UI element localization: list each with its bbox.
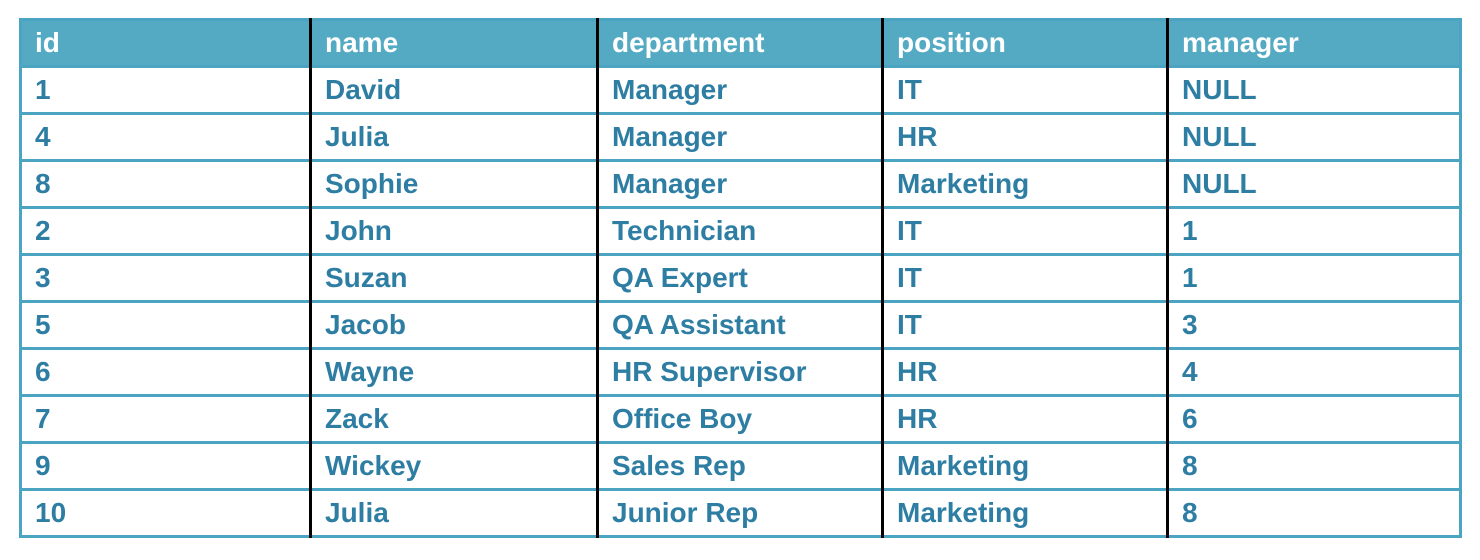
cell-manager: NULL: [1166, 159, 1461, 208]
cell-position: IT: [881, 65, 1168, 114]
cell-name: Julia: [309, 488, 598, 537]
table-row: 4 Julia Manager HR NULL: [20, 112, 1461, 161]
cell-id: 8: [20, 159, 311, 208]
cell-department: Manager: [596, 159, 883, 208]
table-row: 5 Jacob QA Assistant IT 3: [20, 300, 1461, 349]
cell-position: HR: [881, 112, 1168, 161]
cell-position: IT: [881, 300, 1168, 349]
cell-manager: NULL: [1166, 112, 1461, 161]
cell-position: IT: [881, 206, 1168, 255]
cell-name: Sophie: [309, 159, 598, 208]
column-header-position: position: [881, 19, 1168, 67]
cell-department: Manager: [596, 65, 883, 114]
cell-department: Technician: [596, 206, 883, 255]
cell-manager: 3: [1166, 300, 1461, 349]
cell-manager: 8: [1166, 441, 1461, 490]
cell-position: Marketing: [881, 159, 1168, 208]
table-body: 1 David Manager IT NULL 4 Julia Manager HR NULL 8 S…: [20, 65, 1461, 537]
table-row: 10 Julia Junior Rep Marketing 8: [20, 488, 1461, 537]
table-row: 8 Sophie Manager Marketing NULL: [20, 159, 1461, 208]
cell-id: 10: [20, 488, 311, 537]
table-row: 2 John Technician IT 1: [20, 206, 1461, 255]
header-row: id name department position manager: [20, 19, 1461, 67]
cell-manager: 8: [1166, 488, 1461, 537]
cell-manager: 1: [1166, 206, 1461, 255]
cell-name: Suzan: [309, 253, 598, 302]
employee-table: id name department position manager 1 David Ma…: [19, 18, 1462, 538]
cell-id: 3: [20, 253, 311, 302]
cell-id: 9: [20, 441, 311, 490]
cell-department: QA Expert: [596, 253, 883, 302]
cell-name: Julia: [309, 112, 598, 161]
cell-department: QA Assistant: [596, 300, 883, 349]
cell-name: Wickey: [309, 441, 598, 490]
column-header-id: id: [20, 19, 311, 67]
cell-name: Jacob: [309, 300, 598, 349]
cell-id: 1: [20, 65, 311, 114]
cell-position: Marketing: [881, 441, 1168, 490]
cell-manager: 1: [1166, 253, 1461, 302]
cell-department: Junior Rep: [596, 488, 883, 537]
cell-department: Office Boy: [596, 394, 883, 443]
cell-id: 7: [20, 394, 311, 443]
cell-position: Marketing: [881, 488, 1168, 537]
table-row: 1 David Manager IT NULL: [20, 65, 1461, 114]
cell-department: HR Supervisor: [596, 347, 883, 396]
cell-department: Manager: [596, 112, 883, 161]
column-header-department: department: [596, 19, 883, 67]
table-row: 3 Suzan QA Expert IT 1: [20, 253, 1461, 302]
cell-name: Zack: [309, 394, 598, 443]
table-row: 9 Wickey Sales Rep Marketing 8: [20, 441, 1461, 490]
column-header-name: name: [309, 19, 598, 67]
table-row: 6 Wayne HR Supervisor HR 4: [20, 347, 1461, 396]
cell-manager: NULL: [1166, 65, 1461, 114]
cell-id: 4: [20, 112, 311, 161]
employee-table-container: id name department position manager 1 David Ma…: [19, 18, 1462, 538]
cell-manager: 6: [1166, 394, 1461, 443]
cell-name: John: [309, 206, 598, 255]
cell-id: 6: [20, 347, 311, 396]
cell-position: HR: [881, 347, 1168, 396]
cell-id: 2: [20, 206, 311, 255]
column-header-manager: manager: [1166, 19, 1461, 67]
cell-name: Wayne: [309, 347, 598, 396]
cell-name: David: [309, 65, 598, 114]
table-row: 7 Zack Office Boy HR 6: [20, 394, 1461, 443]
cell-position: HR: [881, 394, 1168, 443]
cell-position: IT: [881, 253, 1168, 302]
cell-manager: 4: [1166, 347, 1461, 396]
cell-id: 5: [20, 300, 311, 349]
cell-department: Sales Rep: [596, 441, 883, 490]
